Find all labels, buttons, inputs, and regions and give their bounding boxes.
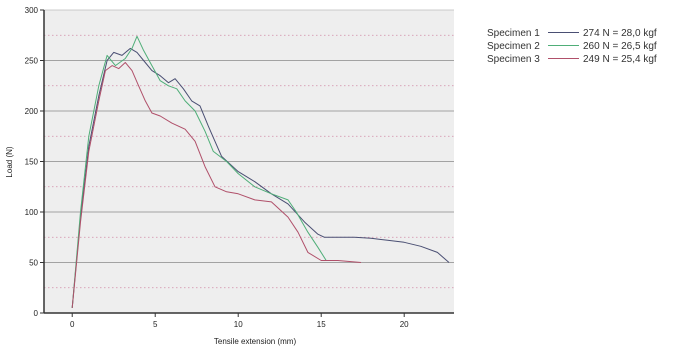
x-tick-label: 0 xyxy=(70,320,75,329)
x-tick-label: 10 xyxy=(234,320,243,329)
y-tick-label: 250 xyxy=(25,57,39,66)
series-lines xyxy=(71,35,450,308)
y-tick-label: 0 xyxy=(34,309,39,318)
x-tick-label: 15 xyxy=(317,320,326,329)
x-tick-label: 20 xyxy=(400,320,409,329)
legend-name-specimen-3: Specimen 3 xyxy=(487,54,540,65)
y-tick-label: 50 xyxy=(29,259,38,268)
legend-name-specimen-2: Specimen 2 xyxy=(487,41,540,52)
plot-right-mask xyxy=(455,0,678,120)
y-tick-label: 100 xyxy=(25,208,39,217)
x-axis-label: Tensile extension (mm) xyxy=(214,337,297,346)
y-tick-label: 150 xyxy=(25,158,39,167)
y-tick-label: 300 xyxy=(25,6,39,15)
tick-labels: 0 50 100 150 200 250 300 0 5 10 15 20 xyxy=(25,6,410,329)
gridlines xyxy=(44,9,454,289)
series-line-specimen-3 xyxy=(71,62,362,308)
legend: Specimen 1 274 N = 28,0 kgf Specimen 2 260 … xyxy=(487,28,657,65)
series-line-specimen-2 xyxy=(71,35,327,308)
legend-value-specimen-1: 274 N = 28,0 kgf xyxy=(583,28,657,39)
x-tick-label: 5 xyxy=(153,320,158,329)
series-line-specimen-1 xyxy=(71,47,450,308)
y-axis-label: Load (N) xyxy=(5,146,14,177)
legend-value-specimen-2: 260 N = 26,5 kgf xyxy=(583,41,657,52)
legend-name-specimen-1: Specimen 1 xyxy=(487,28,540,39)
y-tick-label: 200 xyxy=(25,107,39,116)
legend-value-specimen-3: 249 N = 25,4 kgf xyxy=(583,54,657,65)
